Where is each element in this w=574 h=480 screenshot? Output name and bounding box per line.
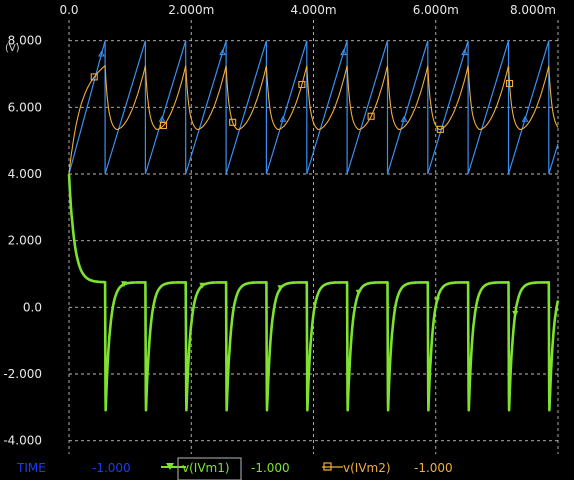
y-tick-labels: 8.000 6.000 4.000 2.000 0.0 -2.000 -4.000 bbox=[3, 34, 42, 448]
vm1-marker bbox=[433, 297, 440, 304]
vm2-marker bbox=[436, 125, 444, 133]
legend-vm1-selection-box bbox=[177, 457, 242, 480]
vm2-marker bbox=[159, 121, 168, 130]
legend-vm2-marker bbox=[322, 462, 343, 471]
y-tick-label: -2.000 bbox=[3, 367, 42, 381]
blue-trace-marker bbox=[340, 49, 347, 56]
y-axis-unit: (V) bbox=[5, 43, 20, 54]
traces bbox=[67, 40, 560, 412]
legend-time-name[interactable]: TIME bbox=[16, 461, 46, 475]
x-tick-label: 8.000m bbox=[510, 3, 556, 17]
blue-trace-marker bbox=[98, 50, 105, 57]
vm2-marker bbox=[367, 112, 375, 120]
vm1-marker bbox=[199, 282, 206, 289]
vm1-trace bbox=[67, 173, 560, 412]
y-tick-label: -4.000 bbox=[3, 434, 42, 448]
legend-vm1-name[interactable]: v(IVm1) bbox=[182, 461, 230, 475]
blue-trace-marker bbox=[158, 115, 166, 122]
legend-time-value: -1.000 bbox=[92, 461, 131, 475]
y-tick-label: 2.000 bbox=[8, 234, 42, 248]
x-tick-label: 0.0 bbox=[59, 3, 78, 17]
blue-trace-marker bbox=[521, 115, 529, 122]
vm2-marker bbox=[298, 80, 306, 89]
y-tick-label: 8.000 bbox=[8, 34, 42, 48]
blue-trace-marker bbox=[400, 115, 408, 122]
vm2-marker bbox=[229, 118, 237, 126]
legend-vm2-value: -1.000 bbox=[414, 461, 453, 475]
y-tick-label: 6.000 bbox=[8, 100, 42, 114]
y-tick-label: 4.000 bbox=[8, 167, 42, 181]
x-tick-label: 6.000m bbox=[413, 3, 459, 17]
blue-sawtooth-trace bbox=[68, 40, 559, 175]
x-tick-label: 4.000m bbox=[290, 3, 336, 17]
blue-trace-marker bbox=[279, 115, 287, 122]
vm1-marker bbox=[512, 311, 519, 318]
vm2-trace bbox=[68, 64, 559, 175]
blue-trace-marker bbox=[461, 49, 468, 56]
legend-vm2-name[interactable]: v(IVm2) bbox=[343, 461, 391, 475]
y-tick-label: 0.0 bbox=[23, 300, 42, 314]
grid bbox=[68, 20, 559, 454]
vm2-marker bbox=[505, 79, 514, 88]
legend: TIME -1.000 v(IVm1) -1.000 v(IVm2) -1.00… bbox=[16, 457, 453, 480]
vm1-marker bbox=[277, 285, 284, 292]
vm2-marker bbox=[90, 73, 98, 81]
x-tick-labels: 0.0 2.000m 4.000m 6.000m 8.000m bbox=[59, 3, 556, 17]
blue-trace-marker bbox=[219, 49, 226, 56]
legend-vm1-marker bbox=[161, 463, 186, 470]
trace-markers bbox=[90, 49, 529, 318]
x-tick-label: 2.000m bbox=[168, 3, 214, 17]
vm1-marker bbox=[121, 281, 128, 288]
vm1-marker bbox=[355, 289, 362, 296]
legend-vm1-value: -1.000 bbox=[251, 461, 290, 475]
